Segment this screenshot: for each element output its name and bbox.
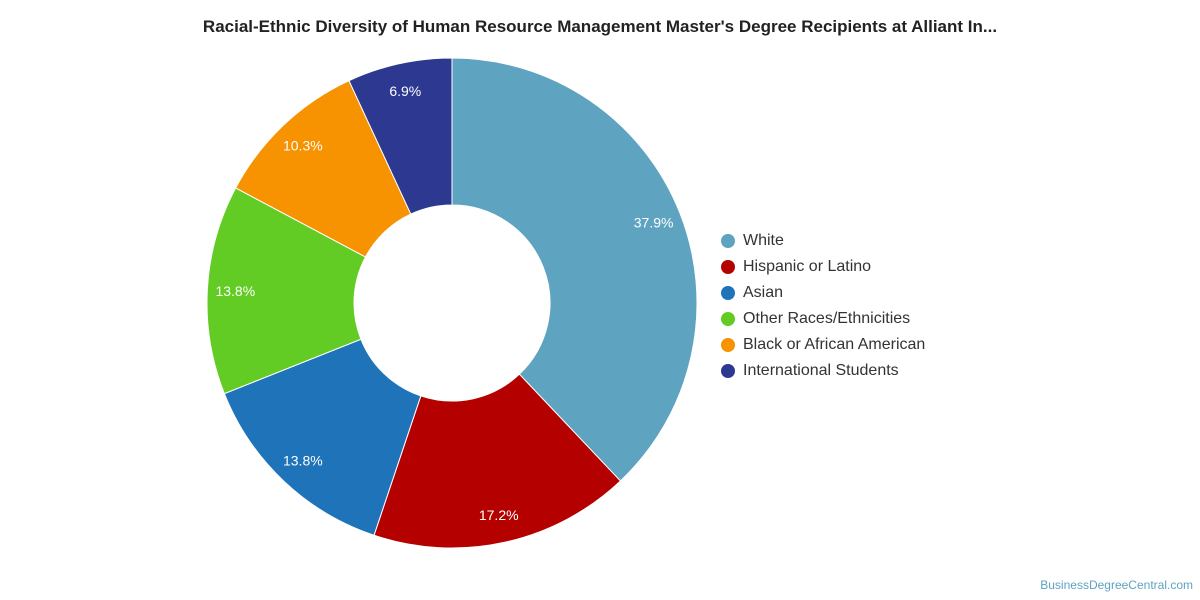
chart-title: Racial-Ethnic Diversity of Human Resourc…	[202, 17, 998, 36]
slice-value-label-4: 10.3%	[283, 137, 323, 153]
legend-label: Black or African American	[743, 336, 926, 353]
legend-swatch-icon	[721, 286, 735, 300]
legend-swatch-icon	[721, 312, 735, 326]
slice-value-label-1: 17.2%	[479, 507, 519, 523]
legend-item-0[interactable]: White	[721, 228, 925, 254]
legend-label: Asian	[743, 284, 784, 301]
legend-item-4[interactable]: Black or African American	[721, 332, 925, 358]
pie-slice-3[interactable]	[206, 187, 367, 395]
slice-value-label-0: 37.9%	[634, 215, 674, 231]
legend-swatch-icon	[721, 338, 735, 352]
slice-value-label-3: 13.8%	[215, 283, 255, 299]
legend-label: White	[743, 232, 784, 249]
legend-item-1[interactable]: Hispanic or Latino	[721, 254, 925, 280]
legend-item-2[interactable]: Asian	[721, 280, 925, 306]
legend-label: International Students	[743, 362, 899, 379]
pie-slice-0[interactable]	[451, 57, 698, 482]
legend-swatch-icon	[721, 260, 735, 274]
pie-slice-2[interactable]	[223, 338, 422, 536]
slice-value-label-5: 6.9%	[389, 83, 421, 99]
legend-item-3[interactable]: Other Races/Ethnicities	[721, 306, 925, 332]
legend-swatch-icon	[721, 364, 735, 378]
legend-label: Hispanic or Latino	[743, 258, 872, 275]
source-credit[interactable]: BusinessDegreeCentral.com	[1040, 578, 1193, 592]
legend-label: Other Races/Ethnicities	[743, 310, 911, 327]
pie-slice-1[interactable]	[373, 373, 622, 549]
chart-legend: White Hispanic or Latino Asian Other Races/…	[721, 228, 925, 384]
pie-slice-5[interactable]	[348, 57, 453, 215]
legend-swatch-icon	[721, 234, 735, 248]
legend-item-5[interactable]: International Students	[721, 358, 925, 384]
slice-value-label-2: 13.8%	[283, 453, 323, 469]
pie-slice-4[interactable]	[235, 80, 412, 258]
